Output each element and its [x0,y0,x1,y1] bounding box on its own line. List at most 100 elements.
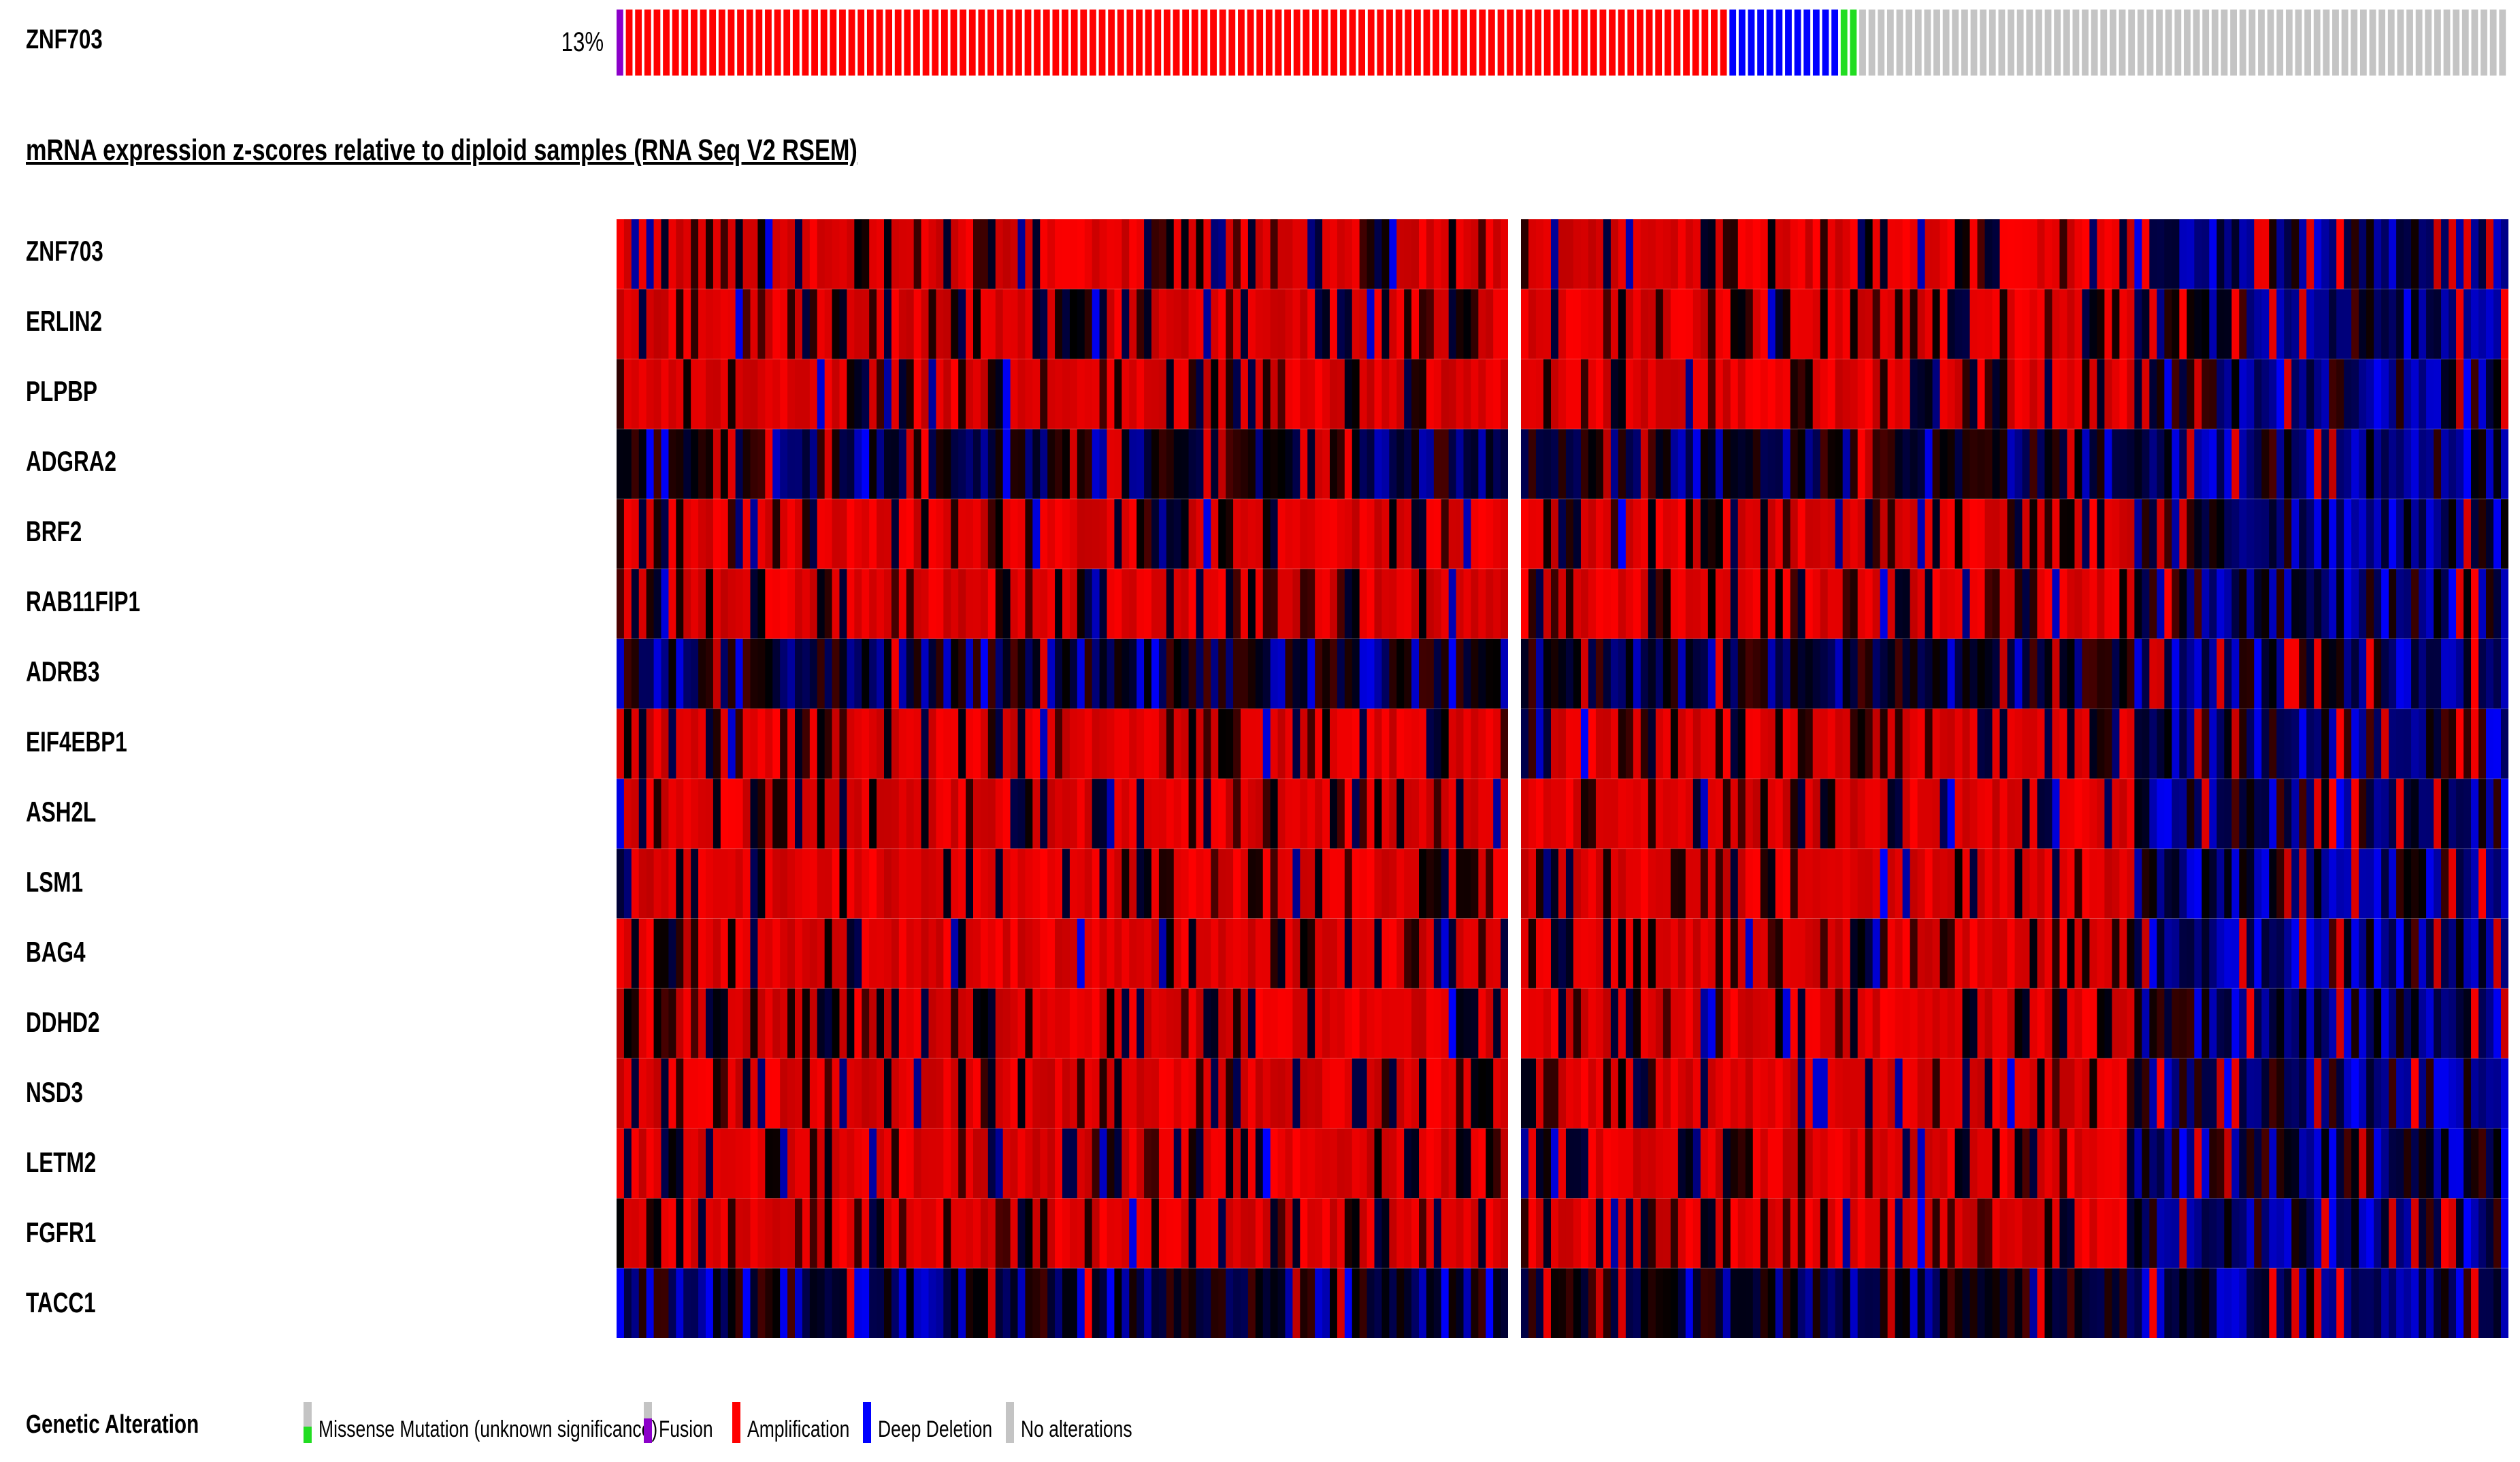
heatmap-cell[interactable] [2037,849,2044,919]
heatmap-cell[interactable] [2239,849,2246,919]
heatmap-cell[interactable] [921,569,929,639]
heatmap-cell[interactable] [2142,988,2149,1058]
heatmap-cell[interactable] [1708,219,1716,289]
heatmap-cell[interactable] [654,429,661,499]
heatmap-cell[interactable] [1055,709,1062,779]
heatmap-cell[interactable] [2336,499,2344,569]
heatmap-cell[interactable] [1367,988,1375,1058]
heatmap-cell[interactable] [2172,1268,2179,1338]
heatmap-cell[interactable] [2000,988,2008,1058]
heatmap-cell[interactable] [1486,499,1493,569]
heatmap-cell[interactable] [2471,359,2478,429]
heatmap-cell[interactable] [1880,429,1888,499]
heatmap-cell[interactable] [2194,499,2202,569]
heatmap-cell[interactable] [2246,1058,2254,1128]
heatmap-cell[interactable] [1107,709,1115,779]
heatmap-cell[interactable] [1790,359,1798,429]
heatmap-cell[interactable] [2246,639,2254,709]
heatmap-cell[interactable] [2321,359,2329,429]
heatmap-cell[interactable] [1746,709,1753,779]
heatmap-cell[interactable] [1618,1128,1626,1199]
heatmap-cell[interactable] [1070,988,1077,1058]
heatmap-cell[interactable] [2022,1058,2029,1128]
heatmap-cell[interactable] [772,849,780,919]
heatmap-cell[interactable] [2127,569,2134,639]
heatmap-cell[interactable] [661,919,669,989]
oncoprint-sample-bar[interactable] [2026,10,2033,76]
heatmap-cell[interactable] [1716,499,1723,569]
heatmap-cell[interactable] [943,1268,951,1338]
heatmap-cell[interactable] [1100,779,1107,849]
heatmap-cell[interactable] [1746,849,1753,919]
heatmap-cell[interactable] [1985,219,1993,289]
heatmap-cell[interactable] [1798,849,1805,919]
heatmap-cell[interactable] [1136,499,1144,569]
heatmap-cell[interactable] [1985,429,1993,499]
oncoprint-sample-bar[interactable] [1850,10,1856,76]
heatmap-cell[interactable] [1805,779,1813,849]
heatmap-cell[interactable] [1449,919,1456,989]
heatmap-cell[interactable] [891,849,899,919]
heatmap-cell[interactable] [2067,1058,2074,1128]
heatmap-cell[interactable] [1493,988,1501,1058]
heatmap-cell[interactable] [1330,289,1337,359]
heatmap-cell[interactable] [1218,499,1226,569]
heatmap-cell[interactable] [1626,289,1633,359]
heatmap-cell[interactable] [2097,429,2104,499]
heatmap-cell[interactable] [1441,849,1449,919]
heatmap-cell[interactable] [2254,849,2261,919]
heatmap-cell[interactable] [2172,779,2179,849]
oncoprint-sample-bar[interactable] [700,10,707,76]
heatmap-cell[interactable] [1434,849,1441,919]
heatmap-cell[interactable] [1493,919,1501,989]
heatmap-cell[interactable] [1486,709,1493,779]
heatmap-cell[interactable] [2284,639,2291,709]
heatmap-cell[interactable] [996,569,1003,639]
heatmap-cell[interactable] [1648,919,1656,989]
heatmap-cell[interactable] [2149,639,2157,709]
heatmap-cell[interactable] [1248,1199,1256,1269]
heatmap-cell[interactable] [1055,639,1062,709]
heatmap-cell[interactable] [1404,569,1411,639]
heatmap-cell[interactable] [1077,779,1085,849]
heatmap-cell[interactable] [2366,499,2374,569]
heatmap-cell[interactable] [654,779,661,849]
heatmap-cell[interactable] [2478,779,2486,849]
heatmap-cell[interactable] [1085,709,1092,779]
oncoprint-sample-bar[interactable] [895,10,902,76]
heatmap-cell[interactable] [1693,1058,1701,1128]
heatmap-cell[interactable] [840,639,847,709]
heatmap-cell[interactable] [2037,359,2044,429]
heatmap-cell[interactable] [2501,1128,2508,1199]
heatmap-cell[interactable] [676,919,683,989]
heatmap-cell[interactable] [1122,1128,1129,1199]
heatmap-cell[interactable] [1813,359,1820,429]
heatmap-cell[interactable] [2464,499,2471,569]
heatmap-cell[interactable] [1536,1268,1543,1338]
heatmap-cell[interactable] [1426,1268,1434,1338]
heatmap-cell[interactable] [1166,1199,1174,1269]
heatmap-cell[interactable] [817,1268,825,1338]
heatmap-cell[interactable] [2449,849,2456,919]
heatmap-cell[interactable] [1070,1268,1077,1338]
heatmap-cell[interactable] [1203,1268,1211,1338]
heatmap-cell[interactable] [2172,1128,2179,1199]
heatmap-cell[interactable] [2187,919,2194,989]
oncoprint-sample-bar[interactable] [1173,10,1180,76]
heatmap-cell[interactable] [1716,849,1723,919]
heatmap-cell[interactable] [1151,639,1159,709]
heatmap-cell[interactable] [847,569,854,639]
heatmap-cell[interactable] [2434,639,2441,709]
heatmap-cell[interactable] [1025,569,1032,639]
heatmap-cell[interactable] [654,919,661,989]
heatmap-cell[interactable] [1248,499,1256,569]
oncoprint-sample-bar[interactable] [1795,10,1801,76]
heatmap-cell[interactable] [1641,779,1648,849]
heatmap-cell[interactable] [1858,569,1865,639]
heatmap-cell[interactable] [1783,499,1790,569]
heatmap-cell[interactable] [1573,569,1581,639]
heatmap-cell[interactable] [1136,569,1144,639]
heatmap-cell[interactable] [2351,988,2359,1058]
heatmap-cell[interactable] [1865,1128,1873,1199]
heatmap-cell[interactable] [2112,219,2119,289]
